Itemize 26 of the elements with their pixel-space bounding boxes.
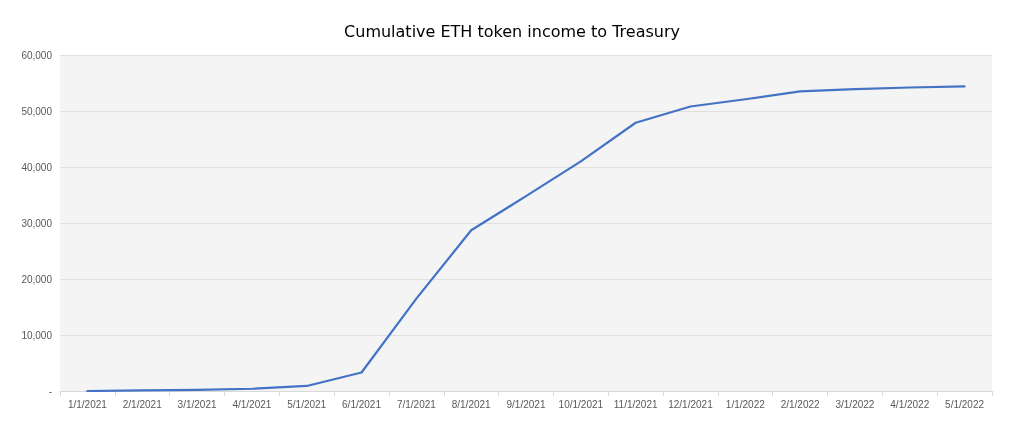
y-tick-label: 60,000 <box>21 49 53 61</box>
y-tick-label: 40,000 <box>21 161 53 173</box>
x-tick-label: 3/1/2021 <box>177 398 217 410</box>
x-tick-label: 12/1/2021 <box>668 398 714 410</box>
y-tick-label: 50,000 <box>21 105 53 117</box>
y-tick-label: 20,000 <box>21 273 53 285</box>
x-tick-label: 4/1/2022 <box>890 398 930 410</box>
y-tick-label: 30,000 <box>21 217 53 229</box>
y-tick-label: - <box>48 385 52 397</box>
x-tick-label: 5/1/2022 <box>945 398 985 410</box>
x-tick-label: 11/1/2021 <box>613 398 658 410</box>
x-tick-label: 4/1/2021 <box>232 398 272 410</box>
y-tick-label: 10,000 <box>21 329 53 341</box>
x-tick-label: 7/1/2021 <box>396 398 437 410</box>
x-tick-label: 6/1/2021 <box>342 398 382 410</box>
x-tick-label: 1/1/2021 <box>67 398 108 410</box>
chart-title: Cumulative ETH token income to Treasury <box>344 21 680 41</box>
x-tick-label: 2/1/2021 <box>122 398 163 410</box>
x-tick-label: 1/1/2022 <box>725 398 766 410</box>
line-series <box>86 85 966 393</box>
x-tick-label: 2/1/2022 <box>780 398 821 410</box>
x-tick-label: 8/1/2021 <box>451 398 492 410</box>
x-tick-label: 3/1/2022 <box>835 398 875 410</box>
x-tick-label: 9/1/2021 <box>506 398 546 410</box>
x-tick-label: 10/1/2021 <box>558 398 604 410</box>
x-tick-label: 5/1/2021 <box>287 398 327 410</box>
